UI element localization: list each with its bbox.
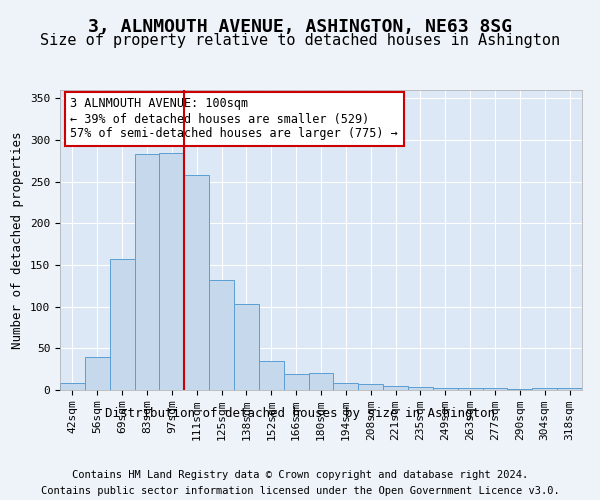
Text: Distribution of detached houses by size in Ashington: Distribution of detached houses by size … xyxy=(105,408,495,420)
Text: 3 ALNMOUTH AVENUE: 100sqm
← 39% of detached houses are smaller (529)
57% of semi: 3 ALNMOUTH AVENUE: 100sqm ← 39% of detac… xyxy=(70,98,398,140)
Bar xyxy=(557,388,582,390)
Bar xyxy=(184,175,209,390)
Bar xyxy=(259,361,284,390)
Bar xyxy=(433,388,458,390)
Bar xyxy=(234,304,259,390)
Text: Contains HM Land Registry data © Crown copyright and database right 2024.: Contains HM Land Registry data © Crown c… xyxy=(72,470,528,480)
Bar xyxy=(458,388,482,390)
Bar xyxy=(60,382,85,390)
Bar xyxy=(358,384,383,390)
Bar xyxy=(508,389,532,390)
Bar xyxy=(85,356,110,390)
Bar xyxy=(334,382,358,390)
Bar xyxy=(110,259,134,390)
Bar xyxy=(408,386,433,390)
Bar xyxy=(284,374,308,390)
Bar xyxy=(209,280,234,390)
Text: Size of property relative to detached houses in Ashington: Size of property relative to detached ho… xyxy=(40,32,560,48)
Bar xyxy=(160,154,184,390)
Bar xyxy=(308,374,334,390)
Text: 3, ALNMOUTH AVENUE, ASHINGTON, NE63 8SG: 3, ALNMOUTH AVENUE, ASHINGTON, NE63 8SG xyxy=(88,18,512,36)
Bar xyxy=(482,388,508,390)
Y-axis label: Number of detached properties: Number of detached properties xyxy=(11,131,25,349)
Bar xyxy=(383,386,408,390)
Bar xyxy=(532,388,557,390)
Text: Contains public sector information licensed under the Open Government Licence v3: Contains public sector information licen… xyxy=(41,486,559,496)
Bar xyxy=(134,154,160,390)
